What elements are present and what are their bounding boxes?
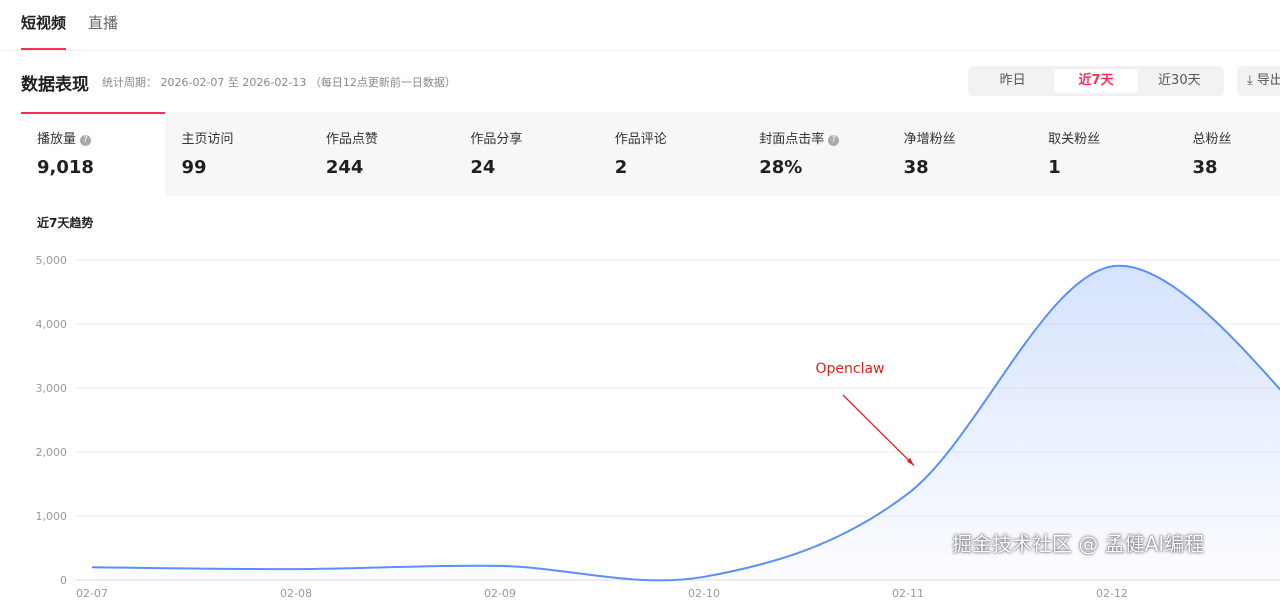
metrics-bar: 播放量? 9,018 主页访问 99 作品点赞 244 作品分享 24 作品评论 2 封面点击率? 2…	[21, 112, 1280, 196]
metric-label: 主页访问	[181, 128, 309, 147]
content-tabs: 短视频 直播	[21, 0, 118, 50]
metric-card[interactable]: 净增粉丝 38	[888, 112, 1032, 196]
metric-label: 作品评论	[615, 128, 743, 147]
y-tick-label: 0	[60, 574, 67, 587]
metric-card[interactable]: 封面点击率? 28%	[743, 112, 887, 196]
metric-card[interactable]: 总粉丝 38	[1177, 112, 1280, 196]
date-range-selector: 昨日 近7天 近30天	[968, 66, 1224, 96]
range-30days[interactable]: 近30天	[1158, 73, 1201, 88]
metric-label-text: 作品分享	[470, 132, 523, 147]
x-tick-label: 02-11	[892, 587, 924, 600]
metric-label-text: 净增粉丝	[903, 132, 956, 147]
export-button[interactable]: ⤓ 导出	[1237, 66, 1280, 96]
area-fill	[92, 265, 1280, 581]
arrowhead-icon	[907, 457, 914, 466]
tab-short-video[interactable]: 短视频	[21, 0, 67, 50]
metric-label-text: 封面点击率	[759, 132, 825, 147]
metric-card[interactable]: 主页访问 99	[165, 112, 309, 196]
range-yesterday[interactable]: 昨日	[999, 73, 1026, 88]
metric-card[interactable]: 作品分享 24	[454, 112, 598, 196]
tab-live[interactable]: 直播	[88, 14, 119, 32]
metric-label: 净增粉丝	[904, 128, 1032, 147]
metric-value: 38	[1192, 157, 1218, 178]
metric-value: 2	[614, 157, 628, 178]
trend-chart: 0 1,000 2,000 3,000 4,000 5,000 02-07 02-08 02-0…	[36, 254, 1280, 600]
metric-label-text: 主页访问	[181, 132, 234, 147]
help-icon[interactable]: ?	[828, 135, 840, 146]
metric-card[interactable]: 作品点赞 244	[310, 112, 454, 196]
metric-label-text: 作品点赞	[325, 132, 378, 147]
watermark: 掘金技术社区 @ 孟健AI编程	[952, 532, 1205, 556]
annotation-label: Openclaw	[815, 361, 884, 377]
metric-label-text: 作品评论	[614, 132, 667, 147]
y-tick-label: 2,000	[36, 446, 68, 459]
metric-card[interactable]: 作品评论 2	[599, 112, 743, 196]
metric-value: 24	[470, 157, 496, 178]
metric-label-text: 总粉丝	[1192, 132, 1232, 147]
page-title: 数据表现	[21, 75, 89, 95]
x-tick-label: 02-08	[280, 587, 312, 600]
metric-value: 38	[903, 157, 929, 178]
help-icon[interactable]: ?	[80, 135, 92, 146]
range-7days[interactable]: 近7天	[1054, 69, 1138, 93]
metric-label: 封面点击率?	[759, 128, 887, 147]
x-tick-label: 02-09	[484, 587, 516, 600]
metric-value: 244	[325, 157, 364, 178]
chart-title: 近7天趋势	[37, 216, 94, 230]
metric-value: 1	[1048, 157, 1061, 178]
x-tick-label: 02-10	[688, 587, 720, 600]
metric-label: 取关粉丝	[1048, 128, 1176, 147]
annotation-arrow	[842, 394, 915, 467]
x-tick-label: 02-07	[76, 587, 108, 600]
y-tick-label: 3,000	[36, 382, 68, 395]
metric-label: 总粉丝	[1193, 128, 1280, 147]
series-line	[91, 264, 1280, 582]
metric-value: 28%	[759, 157, 803, 178]
y-tick-label: 1,000	[36, 510, 68, 523]
metric-card[interactable]: 取关粉丝 1	[1032, 112, 1176, 196]
y-tick-label: 5,000	[36, 254, 68, 267]
metric-label: 作品分享	[470, 128, 598, 147]
x-tick-label: 02-12	[1096, 587, 1128, 600]
download-icon: ⤓	[1247, 73, 1253, 88]
metric-card[interactable]: 播放量? 9,018	[21, 112, 166, 196]
y-tick-label: 4,000	[36, 318, 68, 331]
metric-value: 99	[181, 157, 207, 178]
export-label: 导出	[1256, 73, 1280, 88]
metric-label-text: 播放量	[37, 132, 77, 147]
metric-label-text: 取关粉丝	[1048, 132, 1101, 147]
stat-period: 统计周期： 2026-02-07 至 2026-02-13 （每日12点更新前一…	[102, 76, 456, 89]
divider	[0, 50, 1280, 51]
metric-value: 9,018	[37, 157, 94, 178]
metric-label: 播放量?	[37, 128, 165, 147]
metric-label: 作品点赞	[326, 128, 454, 147]
